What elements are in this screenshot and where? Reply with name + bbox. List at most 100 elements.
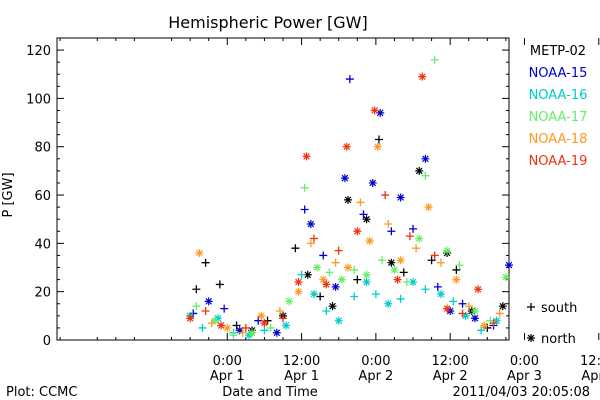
noaa-19-north-point — [217, 321, 226, 330]
noaa-18-south-point — [412, 244, 421, 253]
noaa-16-north-point — [409, 278, 418, 287]
noaa-18-south-point — [331, 258, 340, 267]
legend-symbol-label: south — [541, 301, 577, 316]
noaa-16-south-point — [421, 285, 430, 294]
metp-02-south-point — [232, 321, 241, 330]
noaa-17-south-point — [229, 331, 238, 340]
y-axis: 0 20 40 60 80 100 120 — [26, 44, 509, 349]
noaa-18-north-point — [480, 321, 489, 330]
noaa-15-north-point — [272, 328, 281, 337]
x-tick-time: 12:00 — [431, 354, 468, 369]
plot-marks — [186, 55, 513, 340]
noaa-15-south-point — [345, 75, 354, 84]
x-tick-date: Apr 2 — [433, 369, 468, 384]
noaa-18-north-point — [257, 311, 266, 320]
noaa-18-south-point — [356, 198, 365, 207]
noaa-19-north-point — [393, 275, 402, 284]
metp-02-south-point — [427, 256, 436, 265]
noaa-19-north-point — [322, 280, 331, 289]
legend-entry: NOAA-15 — [529, 66, 588, 81]
noaa-16-north-point — [384, 299, 393, 308]
noaa-16-north-point — [436, 290, 445, 299]
metp-02-south-point — [374, 135, 383, 144]
noaa-18-north-point — [223, 323, 232, 332]
noaa-15-north-point — [376, 108, 385, 117]
noaa-18-south-point — [207, 319, 216, 328]
x-tick-time: 0:00 — [361, 354, 390, 369]
noaa-17-north-point — [313, 263, 322, 272]
footer-left: Plot: CCMC — [6, 385, 77, 400]
x-tick-date: Apr 1 — [284, 369, 319, 384]
legend-entry: METP-02 — [530, 44, 586, 59]
noaa-16-north-point — [461, 311, 470, 320]
noaa-18-north-point — [319, 275, 328, 284]
legend-symbol-star-icon — [527, 334, 535, 342]
noaa-17-north-point — [470, 307, 479, 316]
x-tick-time: 0:00 — [510, 354, 539, 369]
noaa-17-south-point — [421, 171, 430, 180]
noaa-18-south-point — [464, 302, 473, 311]
noaa-16-south-point — [350, 292, 359, 301]
noaa-17-north-point — [443, 246, 452, 255]
noaa-19-south-point — [241, 323, 250, 332]
legend-entry: NOAA-18 — [529, 132, 588, 147]
noaa-17-south-point — [402, 278, 411, 287]
noaa-19-south-point — [381, 191, 390, 200]
metp-02-south-point — [399, 268, 408, 277]
noaa-15-north-point — [306, 220, 315, 229]
noaa-18-south-point — [238, 328, 247, 337]
x-tick-time: 12:00 — [283, 354, 320, 369]
noaa-19-south-point — [334, 246, 343, 255]
noaa-16-south-point — [477, 326, 486, 335]
legend-entry: NOAA-19 — [529, 154, 588, 169]
noaa-15-south-point — [300, 205, 309, 214]
noaa-17-north-point — [501, 273, 510, 282]
y-tick-label: 40 — [34, 237, 51, 252]
noaa-17-south-point — [350, 265, 359, 274]
noaa-18-south-point — [495, 309, 504, 318]
noaa-19-south-point — [309, 234, 318, 243]
metp-02-south-point — [353, 275, 362, 284]
y-tick-label: 60 — [34, 189, 51, 204]
metp-02-south-point — [215, 280, 224, 289]
metp-02-south-point — [192, 285, 201, 294]
legend-symbol-label: north — [541, 332, 576, 347]
noaa-18-north-point — [344, 263, 353, 272]
noaa-19-north-point — [443, 304, 452, 313]
metp-02-north-point — [387, 258, 396, 267]
metp-02-south-point — [316, 292, 325, 301]
noaa-16-south-point — [449, 297, 458, 306]
noaa-16-south-point — [371, 290, 380, 299]
y-axis-label: P [GW] — [1, 172, 16, 217]
noaa-15-north-point — [505, 261, 513, 270]
noaa-16-north-point — [309, 290, 318, 299]
x-tick-time: 0:00 — [213, 354, 242, 369]
x-tick-time: 12:00 — [580, 354, 600, 369]
noaa-16-south-point — [297, 270, 306, 279]
noaa-17-north-point — [285, 297, 294, 306]
x-tick-date: Apr 3 — [507, 369, 542, 384]
noaa-17-north-point — [210, 316, 219, 325]
legend-entry: NOAA-16 — [529, 88, 588, 103]
noaa-19-south-point — [201, 307, 210, 316]
noaa-18-south-point — [306, 239, 315, 248]
noaa-16-north-point — [282, 321, 291, 330]
noaa-18-north-point — [452, 275, 461, 284]
noaa-17-north-point — [337, 275, 346, 284]
x-tick-date: Apr 1 — [210, 369, 245, 384]
noaa-19-north-point — [302, 152, 311, 161]
symbol-legend: south north — [527, 301, 577, 347]
noaa-18-south-point — [275, 307, 284, 316]
noaa-17-south-point — [378, 256, 387, 265]
noaa-15-north-point — [340, 174, 349, 183]
legend-entry: NOAA-17 — [529, 110, 588, 125]
noaa-18-south-point — [384, 220, 393, 229]
noaa-19-north-point — [294, 278, 303, 287]
y-tick-label: 120 — [26, 44, 51, 59]
y-tick-label: 100 — [26, 92, 51, 107]
noaa-17-north-point — [248, 328, 257, 337]
x-tick-date: Apr 3 — [581, 369, 600, 384]
metp-02-north-point — [362, 215, 371, 224]
